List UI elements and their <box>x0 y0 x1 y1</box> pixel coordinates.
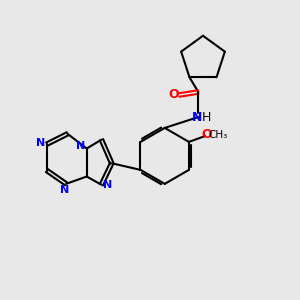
Text: N: N <box>192 111 202 124</box>
Text: H: H <box>202 111 211 124</box>
Text: O: O <box>169 88 179 101</box>
Text: N: N <box>103 180 112 190</box>
Text: N: N <box>60 185 69 195</box>
Text: N: N <box>36 138 46 148</box>
Text: O: O <box>201 128 212 141</box>
Text: CH₃: CH₃ <box>208 130 227 140</box>
Text: N: N <box>76 141 85 151</box>
